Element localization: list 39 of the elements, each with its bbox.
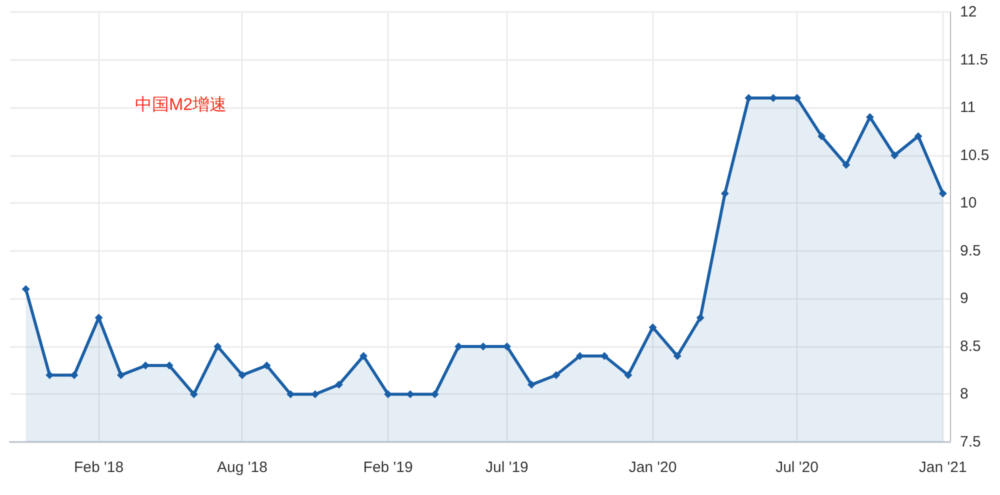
point	[116, 371, 125, 380]
point	[842, 160, 850, 169]
point	[720, 190, 729, 198]
y-tick-label: 12	[960, 4, 977, 20]
point	[890, 151, 899, 160]
point	[648, 323, 657, 332]
x-tick-label: Feb '18	[74, 459, 124, 476]
x-tick-label: Jan '20	[628, 459, 677, 476]
y-tick-label: 10.5	[960, 146, 990, 164]
y-tick-label: 7.5	[960, 434, 981, 450]
x-tick-label: Jul '19	[486, 459, 528, 476]
point	[22, 285, 30, 294]
y-tick-label: 11	[960, 99, 976, 116]
x-tick-label: Feb '19	[363, 459, 413, 476]
point	[818, 132, 826, 140]
y-tick-label: 10	[960, 194, 977, 212]
point	[238, 371, 246, 380]
y-tick-label: 9.5	[960, 242, 981, 260]
point	[359, 352, 368, 360]
y-tick-label: 9	[960, 290, 968, 308]
annotation: 中国M2增速	[135, 95, 227, 114]
point	[914, 132, 922, 140]
point	[528, 380, 536, 389]
point	[866, 113, 874, 122]
point	[624, 371, 632, 380]
point	[334, 380, 343, 389]
point	[673, 352, 682, 360]
point	[696, 314, 704, 322]
point	[262, 362, 271, 370]
y-tick-label: 11.5	[960, 51, 988, 68]
point	[190, 390, 198, 398]
point	[552, 371, 560, 380]
y-tick-label: 8.5	[960, 338, 981, 355]
x-tick-label: Jul '20	[776, 459, 818, 476]
point	[938, 190, 947, 198]
x-tick-label: Aug '18	[217, 459, 268, 476]
point	[214, 342, 222, 350]
x-tick-label: Jan '21	[918, 459, 967, 476]
y-tick-label: 8	[960, 386, 968, 403]
